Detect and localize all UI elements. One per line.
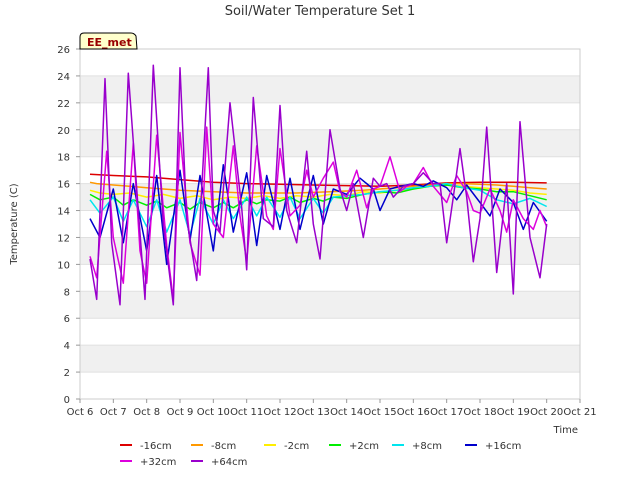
legend-label: +64cm [211,457,247,468]
y-tick-label: 24 [57,72,70,83]
badge-label: EE_met [87,36,132,49]
grid-band [80,291,580,319]
legend-label: +32cm [140,457,176,468]
legend-label: -2cm [284,441,309,452]
y-tick-label: 26 [57,45,70,56]
y-tick-label: 0 [64,395,70,406]
x-tick-label: Oct 7 [100,407,127,418]
x-tick-label: Oct 10 [197,407,230,418]
x-axis: Oct 6 Oct 7 Oct 8 Oct 9 Oct 10 Oct 11 Oct 12 Oc… [67,399,597,418]
x-tick-label: Oct 21 [563,407,596,418]
x-tick-label: Oct 15 [363,407,396,418]
y-tick-label: 14 [57,207,70,218]
y-tick-label: 6 [64,314,70,325]
chart-title: Soil/Water Temperature Set 1 [225,4,416,19]
series-layer [89,64,548,306]
legend-label: -16cm [140,441,172,452]
station-badge: EE_met [79,32,138,50]
badge-shape [79,32,138,50]
legend: -16cm -8cm -2cm +2cm +8cm +16cm +32cm +64cm [120,441,521,468]
legend-label: -8cm [211,441,236,452]
x-tick-label: Oct 18 [463,407,496,418]
series-line-plus16cm [89,164,548,266]
x-tick-label: Oct 20 [530,407,563,418]
plot-background [80,49,580,399]
x-tick-label: Oct 14 [330,407,363,418]
y-tick-label: 18 [57,153,70,164]
y-tick-label: 12 [57,233,70,244]
x-tick-label: Oct 17 [430,407,463,418]
grid-band [80,237,580,265]
x-tick-label: Oct 11 [230,407,263,418]
y-tick-label: 20 [57,126,70,137]
y-tick-label: 16 [57,180,70,191]
legend-label: +8cm [412,441,442,452]
x-tick-label: Oct 13 [297,407,330,418]
y-tick-label: 10 [57,260,70,271]
x-tick-label: Oct 6 [67,407,94,418]
x-tick-label: Oct 8 [133,407,160,418]
x-axis-label: Time [553,425,578,436]
grid-band [80,75,580,103]
x-tick-label: Oct 16 [397,407,430,418]
legend-label: +2cm [349,441,379,452]
y-tick-label: 2 [64,368,70,379]
grid-band [80,345,580,373]
y-tick-label: 4 [64,341,70,352]
x-tick-label: Oct 12 [263,407,296,418]
y-tick-label: 22 [57,99,70,110]
series-line-plus64cm [89,64,548,306]
series-line-minus16cm [89,173,547,188]
legend-label: +16cm [485,441,521,452]
x-tick-label: Oct 9 [167,407,194,418]
plot-frame [79,48,581,400]
x-tick-label: Oct 19 [497,407,530,418]
y-tick-label: 8 [64,287,70,298]
series-line-plus2cm [89,184,547,210]
y-axis-label: Temperature (C) [9,183,20,265]
